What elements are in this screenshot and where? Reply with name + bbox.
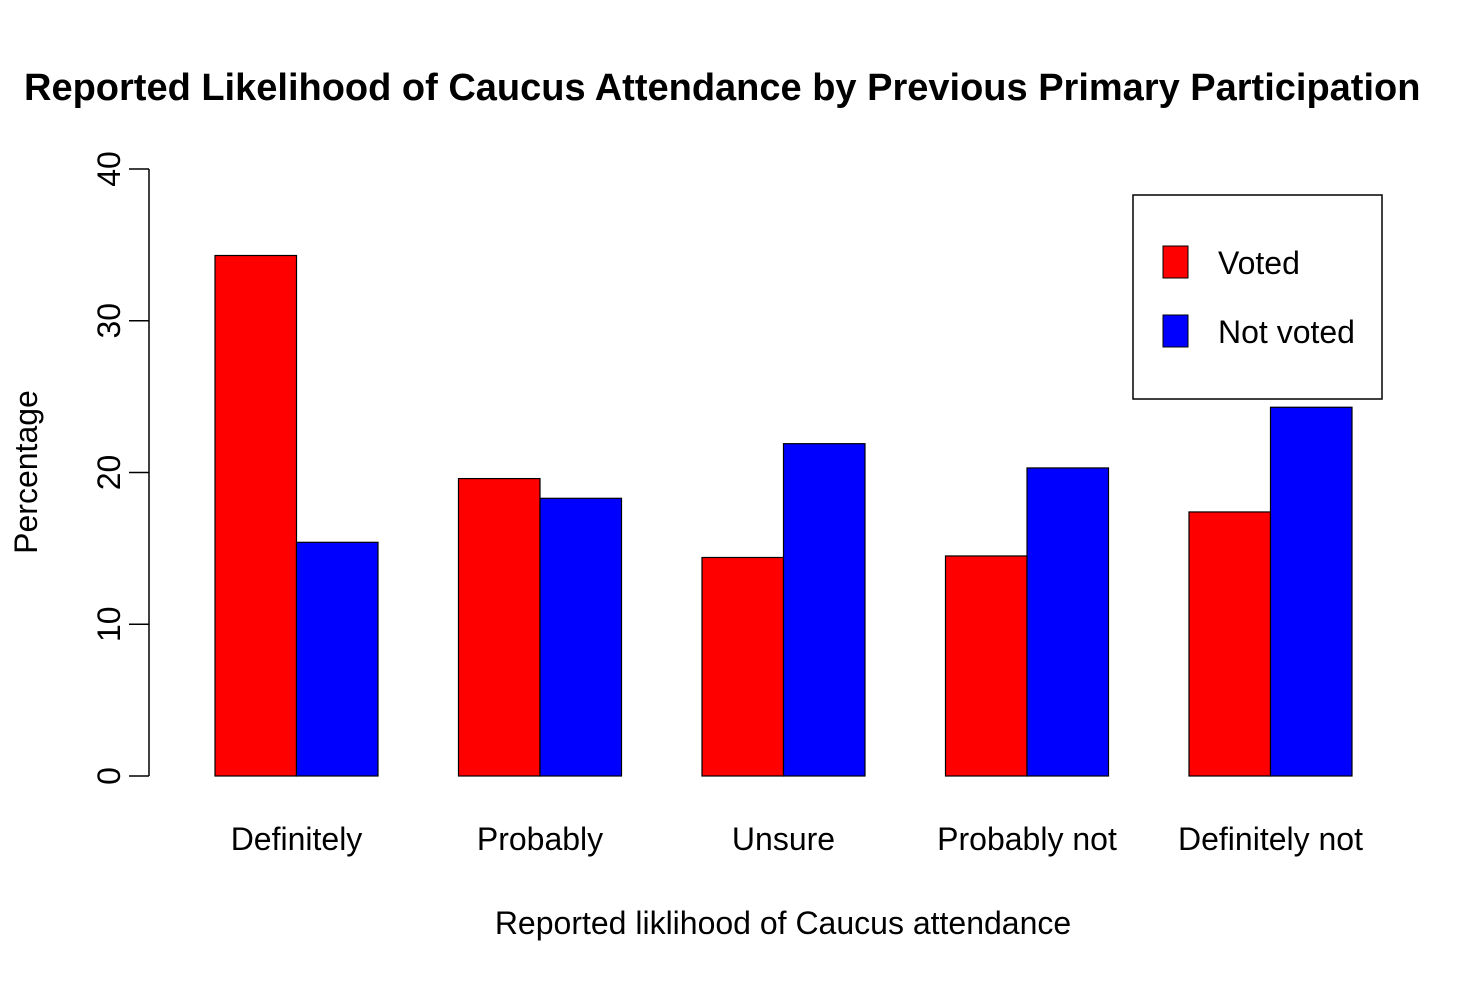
y-tick-label: 20	[91, 455, 127, 491]
bar-not-voted-definitely-not	[1269, 406, 1353, 777]
x-axis-label: Reported liklihood of Caucus attendance	[495, 905, 1071, 941]
bar-voted-unsure	[701, 556, 785, 777]
legend-swatch	[1162, 245, 1189, 279]
y-tick-label: 0	[91, 767, 127, 785]
legend-swatch	[1162, 314, 1189, 348]
bar-not-voted-definitely	[295, 541, 379, 777]
y-axis: 0 10 20 30 40	[91, 151, 150, 785]
x-tick-label: Probably not	[937, 821, 1117, 857]
legend-label: Not voted	[1218, 314, 1355, 350]
x-tick-label: Unsure	[732, 821, 835, 857]
x-axis-tick-labels: Definitely Probably Unsure Probably not Defi…	[231, 821, 1363, 857]
bar-voted-definitely-not	[1188, 511, 1272, 777]
bar-voted-probably	[457, 477, 541, 777]
legend: Voted Not voted	[1132, 194, 1383, 400]
legend-label: Voted	[1218, 245, 1300, 281]
y-tick-label: 40	[91, 151, 127, 187]
bar-voted-probably-not	[944, 555, 1028, 777]
x-tick-label: Probably	[477, 821, 603, 857]
bar-voted-definitely	[214, 254, 298, 777]
bar-not-voted-unsure	[782, 443, 866, 777]
y-axis-label: Percentage	[8, 390, 44, 554]
chart-title: Reported Likelihood of Caucus Attendance…	[24, 67, 1420, 109]
x-tick-label: Definitely not	[1178, 821, 1363, 857]
bar-not-voted-probably-not	[1026, 467, 1110, 777]
y-tick-label: 30	[91, 303, 127, 339]
legend-box	[1132, 194, 1383, 400]
bar-not-voted-probably	[539, 497, 623, 777]
x-tick-label: Definitely	[231, 821, 363, 857]
y-tick-label: 10	[91, 606, 127, 642]
bars	[214, 254, 1353, 777]
